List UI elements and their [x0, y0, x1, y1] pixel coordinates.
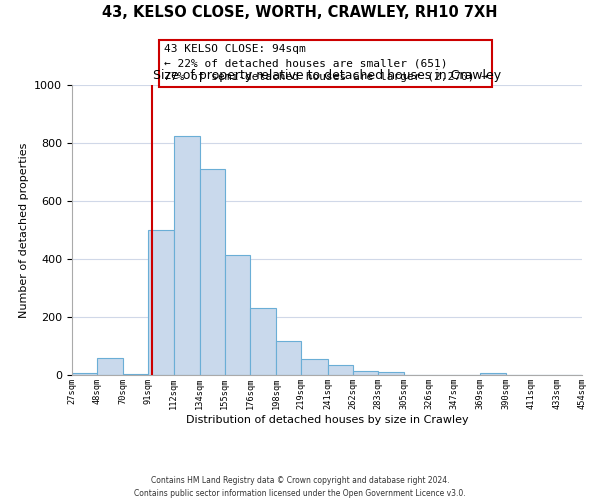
Title: Size of property relative to detached houses in Crawley: Size of property relative to detached ho…	[153, 70, 501, 82]
Text: 43, KELSO CLOSE, WORTH, CRAWLEY, RH10 7XH: 43, KELSO CLOSE, WORTH, CRAWLEY, RH10 7X…	[102, 5, 498, 20]
Bar	[276, 341, 301, 375]
Bar	[97, 358, 124, 375]
Bar	[148, 230, 173, 375]
Text: Contains HM Land Registry data © Crown copyright and database right 2024.
Contai: Contains HM Land Registry data © Crown c…	[134, 476, 466, 498]
Bar	[72, 372, 97, 375]
Text: 43 KELSO CLOSE: 94sqm
← 22% of detached houses are smaller (651)
77% of semi-det: 43 KELSO CLOSE: 94sqm ← 22% of detached …	[164, 44, 488, 82]
Bar	[200, 169, 225, 375]
X-axis label: Distribution of detached houses by size in Crawley: Distribution of detached houses by size …	[185, 415, 469, 425]
Bar	[301, 359, 328, 375]
Bar	[173, 136, 200, 375]
Bar	[225, 254, 250, 375]
Bar	[250, 308, 276, 375]
Bar	[353, 370, 378, 375]
Bar	[124, 374, 148, 375]
Bar	[378, 372, 404, 375]
Bar	[481, 372, 506, 375]
Y-axis label: Number of detached properties: Number of detached properties	[19, 142, 29, 318]
Bar	[328, 365, 353, 375]
